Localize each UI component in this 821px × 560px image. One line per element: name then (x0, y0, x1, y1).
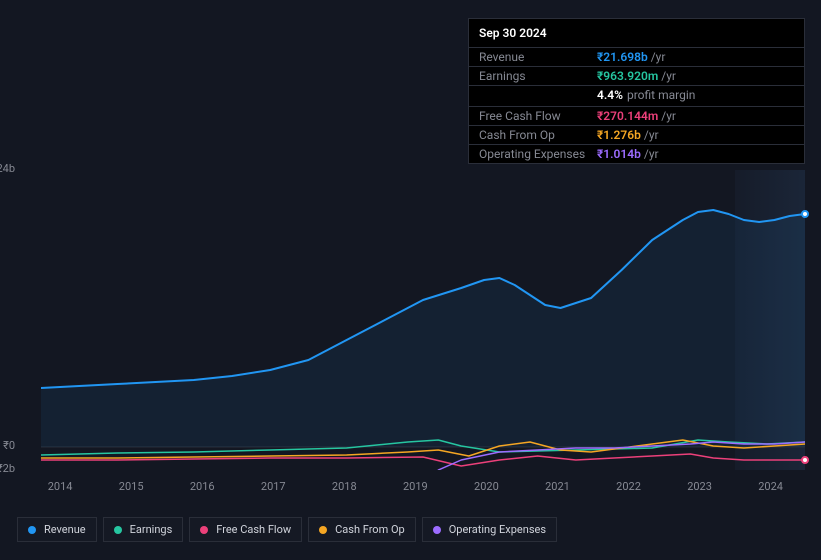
x-axis-tick: 2023 (687, 480, 712, 493)
x-axis-tick: 2024 (758, 480, 783, 493)
tooltip-value: ₹963.920m (597, 69, 658, 83)
x-axis: 2014 2015 2016 2017 2018 2019 2020 2021 2022 2023… (41, 480, 805, 500)
tooltip-row: Cash From Op₹1.276b/yr (469, 126, 804, 145)
x-axis-tick: 2016 (190, 480, 215, 493)
chart-area: ₹24b₹0-₹2b 20142015201620172018201920202… (17, 160, 805, 500)
tooltip-value: ₹21.698b (597, 50, 648, 64)
chart-plot[interactable] (41, 170, 805, 470)
tooltip-row: Free Cash Flow₹270.144m/yr (469, 107, 804, 126)
tooltip-value: ₹270.144m (597, 109, 658, 123)
x-axis-tick: 2015 (119, 480, 144, 493)
x-axis-tick: 2014 (48, 480, 73, 493)
series-end-marker (801, 210, 809, 218)
tooltip-label: Free Cash Flow (479, 109, 597, 123)
y-axis-tick: -₹2b (0, 462, 15, 475)
tooltip-sublabel: profit margin (627, 88, 695, 102)
legend-label: Earnings (130, 523, 173, 536)
tooltip-unit: /yr (661, 69, 676, 83)
chart-svg (41, 170, 805, 470)
tooltip-row: Earnings₹963.920m/yr (469, 67, 804, 86)
series-free_cash_flow (41, 454, 805, 466)
tooltip-unit: /yr (661, 109, 676, 123)
tooltip-value: ₹1.014b (597, 147, 641, 161)
x-axis-tick: 2022 (616, 480, 641, 493)
legend-item-revenue[interactable]: Revenue (17, 517, 97, 542)
tooltip-row: Revenue₹21.698b/yr (469, 48, 804, 67)
tooltip-unit: /yr (644, 128, 659, 142)
tooltip-label: Operating Expenses (479, 147, 597, 161)
tooltip-label: Revenue (479, 50, 597, 64)
tooltip-row: Operating Expenses₹1.014b/yr (469, 145, 804, 163)
legend-dot-icon (114, 526, 122, 534)
chart-legend: Revenue Earnings Free Cash Flow Cash From O… (17, 517, 557, 542)
y-axis-tick: ₹0 (0, 439, 15, 452)
legend-dot-icon (433, 526, 441, 534)
x-axis-tick: 2018 (332, 480, 357, 493)
legend-label: Revenue (44, 523, 86, 536)
tooltip-value: ₹1.276b (597, 128, 641, 142)
legend-label: Cash From Op (335, 523, 405, 536)
x-axis-tick: 2020 (474, 480, 499, 493)
tooltip-unit: /yr (651, 50, 666, 64)
legend-label: Free Cash Flow (216, 523, 291, 536)
legend-dot-icon (28, 526, 36, 534)
tooltip-date: Sep 30 2024 (469, 19, 804, 48)
legend-item-earnings[interactable]: Earnings (103, 517, 184, 542)
legend-dot-icon (200, 526, 208, 534)
series-end-marker (801, 456, 809, 464)
tooltip-label: Cash From Op (479, 128, 597, 142)
x-axis-tick: 2017 (261, 480, 286, 493)
x-axis-tick: 2021 (545, 480, 570, 493)
legend-item-operating-expenses[interactable]: Operating Expenses (422, 517, 557, 542)
tooltip-unit: /yr (644, 147, 659, 161)
legend-dot-icon (319, 526, 327, 534)
tooltip-subrow: 4.4% profit margin (469, 86, 804, 107)
legend-item-cash-from-op[interactable]: Cash From Op (308, 517, 416, 542)
tooltip-label: Earnings (479, 69, 597, 83)
legend-item-free-cash-flow[interactable]: Free Cash Flow (189, 517, 302, 542)
legend-label: Operating Expenses (449, 523, 546, 536)
chart-tooltip: Sep 30 2024 Revenue₹21.698b/yrEarnings₹9… (468, 18, 805, 164)
x-axis-tick: 2019 (403, 480, 428, 493)
y-axis-tick: ₹24b (0, 162, 15, 175)
tooltip-pct: 4.4% (597, 88, 623, 102)
